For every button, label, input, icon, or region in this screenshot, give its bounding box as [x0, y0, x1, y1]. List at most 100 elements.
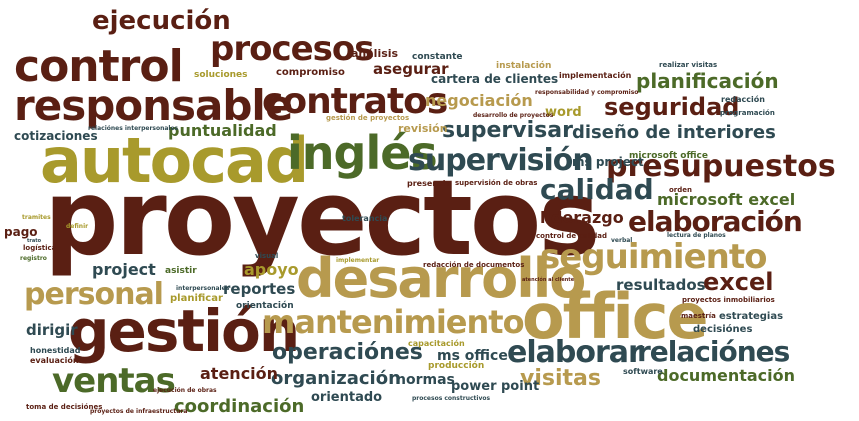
word-lectura-de-planos: lectura de planos: [667, 232, 726, 239]
word-produccion: producción: [428, 361, 485, 371]
word-proyectos-de-infraestructura: proyectos de infraestructura: [90, 408, 188, 415]
word-orden: orden: [669, 186, 693, 194]
word-ejecucion-de-obras: ejecución de obras: [153, 387, 217, 394]
word-coordinacion: coordinación: [174, 396, 305, 417]
word-instalacion: instalación: [496, 61, 552, 71]
word-relaciones: relaciónes: [637, 335, 790, 368]
word-apoyo: apoyo: [244, 260, 299, 279]
word-documentacion: documentación: [657, 366, 796, 385]
word-toma-de-decisiones: toma de decisiónes: [26, 403, 103, 411]
word-desarrollo-de-proyectos: desarrollo de proyectos: [473, 112, 554, 119]
word-procesos-constructivos: procesos constructivos: [412, 395, 491, 402]
word-atencion: atención: [200, 364, 279, 383]
word-contratos: contratos: [262, 81, 448, 122]
word-redaccion-de-documentos: redacción de documentos: [423, 261, 525, 269]
word-responsabilidad-y-compromiso: responsabilidad y compromiso: [535, 89, 639, 96]
word-normas: normas: [396, 372, 455, 388]
word-maestria: maestría: [681, 312, 716, 320]
word-software: software: [623, 367, 663, 376]
word-decisiones: decisiónes: [693, 324, 753, 335]
word-verbal: verbal: [611, 237, 633, 244]
word-organizacion: organización: [271, 368, 401, 389]
word-soluciones: soluciones: [194, 70, 248, 80]
word-proyectos: proyectos: [44, 157, 600, 279]
word-programacion: programación: [720, 109, 775, 117]
word-operaciones: operaciónes: [272, 340, 423, 365]
word-power-point: power point: [451, 379, 540, 394]
word-orientacion: orientación: [236, 301, 294, 311]
word-gestion: gestión: [68, 297, 300, 365]
word-presencia: presencia: [407, 179, 451, 188]
word-tolerancia: tolerancia: [342, 214, 388, 223]
word-presupuestos: presupuestos: [606, 149, 836, 184]
word-supervisar: supervisar: [442, 118, 573, 143]
word-relaciones-interpersonales: relaciónes interpersonales: [88, 125, 179, 132]
word-excel: excel: [703, 268, 774, 296]
word-logistica: logística: [23, 244, 57, 252]
word-ejecucion: ejecución: [92, 6, 231, 36]
word-tramites: tramites: [22, 214, 51, 221]
word-word: word: [545, 105, 582, 120]
word-elaboracion: elaboración: [628, 205, 803, 238]
word-capacitacion: capacitación: [408, 339, 465, 348]
word-implementacion: implementación: [559, 71, 632, 80]
word-liderazgo: liderazgo: [540, 208, 624, 227]
word-proyectos-inmobiliarios: proyectos inmobiliarios: [682, 296, 775, 304]
word-trato: trato: [27, 238, 42, 244]
word-redaccion: redacción: [721, 95, 765, 104]
word-procesos: procesos: [210, 29, 375, 69]
word-visual: visual: [255, 252, 279, 260]
word-control-de-calidad: control de calidad: [536, 232, 607, 240]
word-implementar: implementar: [336, 257, 380, 264]
word-ms-project: ms project: [572, 155, 644, 169]
word-revision: revisión: [398, 122, 448, 135]
word-asistir: asistir: [165, 266, 197, 276]
word-constante: constante: [412, 52, 463, 62]
word-diseno-de-interiores: diseño de interiores: [572, 122, 776, 143]
word-asegurar: asegurar: [373, 60, 449, 78]
word-negociacion: negociación: [425, 91, 533, 110]
word-analisis: análisis: [351, 47, 399, 60]
word-microsoft-office: microsoft office: [629, 151, 708, 161]
word-control: control: [14, 41, 184, 92]
word-cartera-de-clientes: cartera de clientes: [431, 72, 559, 86]
word-puntualidad: puntualidad: [168, 121, 277, 140]
word-elaborar: elaborar: [507, 335, 643, 370]
word-visitas: visitas: [520, 366, 601, 391]
word-autocad: autocad: [40, 124, 309, 197]
word-ingles: inglés: [287, 126, 438, 180]
word-project: project: [92, 260, 156, 279]
word-interpersonales: interpersonales: [176, 285, 230, 292]
word-dirigir: dirigir: [26, 321, 78, 339]
word-desarrollo: desarrollo: [296, 247, 586, 310]
word-evaluacion: evaluación: [30, 356, 79, 365]
word-definir: definir: [66, 223, 89, 230]
word-responsable: responsable: [14, 81, 293, 130]
word-orientado: orientado: [311, 390, 383, 405]
word-resultados: resultados: [616, 276, 706, 294]
word-microsoft-excel: microsoft excel: [657, 190, 796, 209]
word-reportes: reportes: [223, 280, 296, 298]
word-supervision: supervisión: [408, 143, 594, 178]
word-realizar-visitas: realizar visitas: [659, 61, 718, 69]
word-pago: pago: [4, 225, 38, 239]
word-compromiso: compromiso: [276, 67, 345, 78]
word-ventas: ventas: [52, 361, 176, 401]
word-seguridad: seguridad: [604, 93, 740, 121]
word-calidad: calidad: [540, 173, 654, 206]
word-atencion-al-cliente: atención al cliente: [522, 277, 575, 283]
word-planificacion: planificación: [636, 69, 779, 93]
word-honestidad: honestidad: [30, 346, 81, 355]
word-personal: personal: [24, 277, 164, 312]
word-mantenimiento: mantenimiento: [262, 303, 525, 341]
word-planificar: planificar: [170, 293, 223, 304]
word-ms-office: ms office: [437, 348, 508, 364]
word-estrategias: estrategias: [719, 311, 784, 322]
word-gestion-de-proyectos: gestión de proyectos: [326, 114, 410, 122]
word-seguimiento: seguimiento: [540, 237, 767, 277]
word-supervision-de-obras: supervisión de obras: [455, 179, 538, 187]
word-cotizaciones: cotizaciones: [14, 129, 98, 143]
word-registro: registro: [20, 255, 47, 262]
word-office: office: [522, 280, 709, 353]
